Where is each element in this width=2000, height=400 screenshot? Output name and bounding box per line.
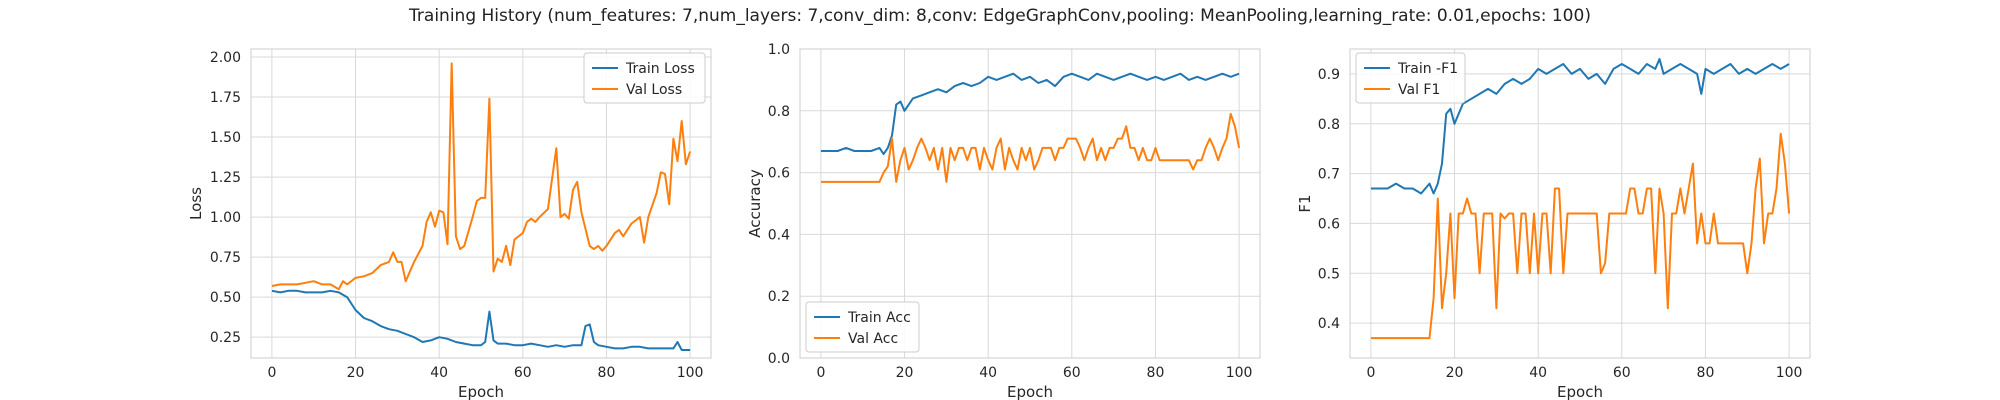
f1-y-tick-label: 0.4 — [1318, 316, 1340, 332]
f1-series-line-1 — [1370, 58, 1790, 195]
f1-x-tick-label: 20 — [1446, 365, 1464, 381]
f1-y-tick-label: 0.6 — [1318, 216, 1340, 232]
f1-x-tick-label: 40 — [1529, 365, 1547, 381]
f1-y-axis-label: F1 — [1296, 194, 1314, 212]
accuracy-x-tick-label: 80 — [1147, 365, 1165, 381]
loss-series-line-1 — [271, 289, 691, 351]
loss-y-tick-label: 0.25 — [210, 330, 241, 346]
f1-y-tick-label: 0.7 — [1318, 167, 1340, 183]
accuracy-y-tick-label: 0.2 — [768, 289, 790, 305]
loss-x-tick-label: 0 — [267, 365, 276, 381]
accuracy-y-axis-label: Accuracy — [746, 169, 764, 238]
accuracy-series-line-1 — [820, 72, 1240, 156]
accuracy-x-tick-label: 0 — [816, 365, 825, 381]
accuracy-series-line-2 — [820, 112, 1241, 183]
loss-series-line-2 — [271, 62, 692, 291]
f1-y-tick-label: 0.9 — [1318, 67, 1340, 83]
f1-y-tick-label: 0.8 — [1318, 117, 1340, 133]
loss-y-tick-label: 1.50 — [210, 130, 241, 146]
f1-x-tick-label: 80 — [1697, 365, 1715, 381]
loss-legend — [583, 52, 706, 104]
loss-x-tick-label: 20 — [347, 365, 365, 381]
f1-x-tick-label: 60 — [1613, 365, 1631, 381]
f1-series-line-2 — [1370, 132, 1791, 340]
loss-y-tick-label: 1.75 — [210, 90, 241, 106]
loss-y-tick-label: 1.00 — [210, 210, 241, 226]
loss-plot-frame — [250, 48, 712, 359]
loss-x-tick-label: 100 — [677, 365, 704, 381]
f1-y-tick-label: 0.5 — [1318, 266, 1340, 282]
accuracy-plot-frame — [799, 48, 1261, 359]
f1-legend-label-1: Train -F1 — [1397, 61, 1458, 77]
f1-plot-frame — [1349, 48, 1811, 359]
f1-x-axis-label: Epoch — [1557, 383, 1603, 400]
loss-y-tick-label: 2.00 — [210, 50, 241, 66]
loss-x-axis-label: Epoch — [458, 383, 504, 400]
accuracy-y-tick-label: 0.4 — [768, 227, 790, 243]
f1-x-tick-label: 100 — [1776, 365, 1803, 381]
loss-y-axis-label: Loss — [187, 187, 205, 220]
accuracy-legend — [805, 301, 920, 353]
loss-legend-label-2: Val Loss — [626, 82, 682, 98]
loss-x-tick-label: 60 — [514, 365, 532, 381]
f1-legend-label-2: Val F1 — [1398, 82, 1440, 98]
accuracy-x-tick-label: 100 — [1226, 365, 1253, 381]
accuracy-x-tick-label: 40 — [979, 365, 997, 381]
accuracy-x-tick-label: 20 — [896, 365, 914, 381]
accuracy-y-tick-label: 0.8 — [768, 104, 790, 120]
figure-title: Training History (num_features: 7,num_la… — [409, 6, 1591, 26]
loss-y-tick-label: 0.50 — [210, 290, 241, 306]
accuracy-y-tick-label: 1.0 — [768, 42, 790, 58]
loss-legend-label-1: Train Loss — [625, 61, 695, 77]
f1-x-tick-label: 0 — [1366, 365, 1375, 381]
accuracy-legend-label-1: Train Acc — [847, 310, 911, 326]
f1-legend — [1355, 52, 1466, 104]
loss-y-tick-label: 0.75 — [210, 250, 241, 266]
loss-x-tick-label: 80 — [598, 365, 616, 381]
accuracy-y-tick-label: 0.0 — [768, 351, 790, 367]
accuracy-y-tick-label: 0.6 — [768, 166, 790, 182]
accuracy-x-tick-label: 60 — [1063, 365, 1081, 381]
loss-y-tick-label: 1.25 — [210, 170, 241, 186]
loss-x-tick-label: 40 — [430, 365, 448, 381]
accuracy-legend-label-2: Val Acc — [848, 331, 898, 347]
accuracy-x-axis-label: Epoch — [1007, 383, 1053, 400]
